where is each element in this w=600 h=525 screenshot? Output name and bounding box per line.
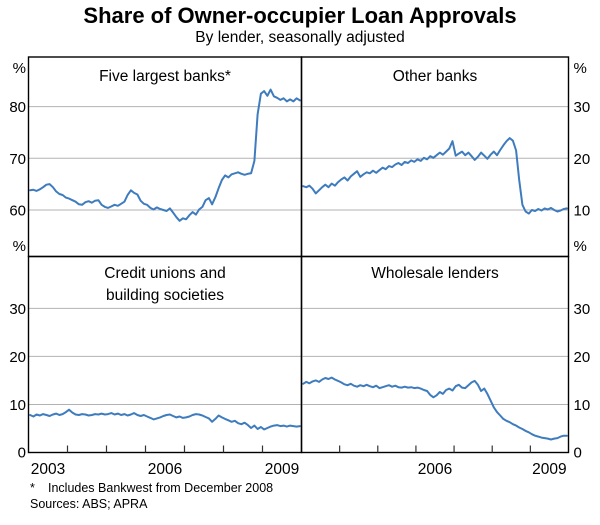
footnote-marker: * — [30, 481, 35, 495]
series-line-credit_unions_building_societies — [29, 408, 301, 431]
panel-border-credit_unions_building_societies — [27, 255, 303, 454]
y-axis-label-wholesale_lenders-0: 0 — [574, 445, 582, 462]
chart-title: Share of Owner-occupier Loan Approvals — [83, 3, 517, 28]
series-line-five_largest_banks — [29, 88, 301, 222]
y-axis-label-credit_unions_building_societies-0: 0 — [18, 445, 26, 462]
y-axis-unit-wholesale_lenders: % — [574, 238, 587, 255]
panel-title-wholesale_lenders: Wholesale lenders — [371, 265, 499, 282]
footnote-sources: Sources: ABS; APRA — [30, 497, 148, 511]
x-axis-label-credit_unions_building_societies-2009: 2009 — [265, 461, 299, 478]
series-line-wholesale_lenders — [302, 376, 568, 441]
y-axis-label-wholesale_lenders-10: 10 — [574, 397, 591, 414]
y-axis-unit-other_banks: % — [574, 60, 587, 77]
footnote-bankwest: * Includes Bankwest from December 2008 — [30, 481, 273, 495]
y-axis-label-five_largest_banks-80: 80 — [9, 99, 26, 116]
y-axis-label-credit_unions_building_societies-10: 10 — [9, 397, 26, 414]
x-axis-label-wholesale_lenders-2009: 2009 — [532, 461, 566, 478]
y-axis-label-other_banks-30: 30 — [574, 99, 591, 116]
x-axis-label-wholesale_lenders-2006: 2006 — [418, 461, 452, 478]
y-axis-label-five_largest_banks-70: 70 — [9, 151, 26, 168]
x-axis-label-credit_unions_building_societies-2006: 2006 — [148, 461, 182, 478]
series-line-other_banks — [302, 137, 568, 215]
panel-title-five_largest_banks: Five largest banks* — [99, 68, 231, 85]
y-axis-label-other_banks-10: 10 — [574, 202, 591, 219]
panel-border-wholesale_lenders — [300, 255, 570, 454]
y-axis-label-wholesale_lenders-30: 30 — [574, 301, 591, 318]
x-axis-label-credit_unions_building_societies-2003: 2003 — [31, 461, 65, 478]
y-axis-label-credit_unions_building_societies-20: 20 — [9, 349, 26, 366]
panel-title-credit_unions_building_societies: Credit unions and — [104, 265, 226, 282]
y-axis-label-credit_unions_building_societies-30: 30 — [9, 301, 26, 318]
y-axis-label-five_largest_banks-60: 60 — [9, 202, 26, 219]
chart-subtitle: By lender, seasonally adjusted — [195, 29, 405, 46]
panel-border-five_largest_banks — [27, 56, 303, 258]
y-axis-unit-credit_unions_building_societies: % — [13, 238, 26, 255]
y-axis-label-wholesale_lenders-20: 20 — [574, 349, 591, 366]
panel-title-other_banks: Other banks — [393, 68, 478, 85]
y-axis-unit-five_largest_banks: % — [13, 60, 26, 77]
footnote-text: Includes Bankwest from December 2008 — [48, 481, 274, 495]
panel-title-credit_unions_building_societies: building societies — [106, 287, 224, 304]
y-axis-label-other_banks-20: 20 — [574, 151, 591, 168]
